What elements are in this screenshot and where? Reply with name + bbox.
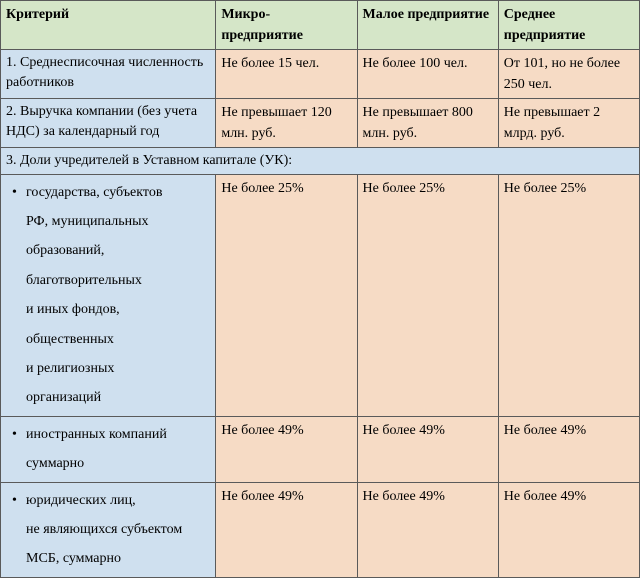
cell-medium: Не превышает 2 млрд. руб. — [498, 99, 639, 148]
cell-medium: Не более 25% — [498, 174, 639, 416]
cell-criteria: иностранных компаний суммарно — [1, 416, 216, 482]
cell-micro: Не более 49% — [216, 482, 357, 577]
criteria-table: Критерий Микро-предприятие Малое предпри… — [0, 0, 640, 578]
table-row: 1. Среднесписочная численность работнико… — [1, 50, 640, 99]
header-criteria: Критерий — [1, 1, 216, 50]
criteria-bullet: юридических лиц, не являющихся субъектом… — [8, 486, 210, 574]
cell-small: Не более 49% — [357, 482, 498, 577]
cell-micro: Не превышает 120 млн. руб. — [216, 99, 357, 148]
cell-criteria: юридических лиц, не являющихся субъектом… — [1, 482, 216, 577]
cell-criteria: государства, субъектов РФ, муниципальных… — [1, 174, 216, 416]
cell-medium: Не более 49% — [498, 416, 639, 482]
table-row: государства, субъектов РФ, муниципальных… — [1, 174, 640, 416]
cell-small: Не более 100 чел. — [357, 50, 498, 99]
header-medium: Среднее предприятие — [498, 1, 639, 50]
cell-micro: Не более 15 чел. — [216, 50, 357, 99]
header-small: Малое предприятие — [357, 1, 498, 50]
cell-micro: Не более 25% — [216, 174, 357, 416]
table-row: 3. Доли учредителей в Уставном капитале … — [1, 148, 640, 175]
cell-criteria: 2. Выручка компании (без учета НДС) за к… — [1, 99, 216, 148]
cell-criteria: 1. Среднесписочная численность работнико… — [1, 50, 216, 99]
header-micro: Микро-предприятие — [216, 1, 357, 50]
cell-small: Не более 49% — [357, 416, 498, 482]
criteria-bullet: иностранных компаний суммарно — [8, 420, 210, 479]
cell-criteria-section: 3. Доли учредителей в Уставном капитале … — [1, 148, 640, 175]
table-row: 2. Выручка компании (без учета НДС) за к… — [1, 99, 640, 148]
cell-small: Не более 25% — [357, 174, 498, 416]
cell-micro: Не более 49% — [216, 416, 357, 482]
cell-medium: От 101, но не более 250 чел. — [498, 50, 639, 99]
cell-small: Не превышает 800 млн. руб. — [357, 99, 498, 148]
table-row: иностранных компаний суммарно Не более 4… — [1, 416, 640, 482]
criteria-bullet: государства, субъектов РФ, муниципальных… — [8, 178, 210, 413]
cell-medium: Не более 49% — [498, 482, 639, 577]
header-row: Критерий Микро-предприятие Малое предпри… — [1, 1, 640, 50]
table-row: юридических лиц, не являющихся субъектом… — [1, 482, 640, 577]
